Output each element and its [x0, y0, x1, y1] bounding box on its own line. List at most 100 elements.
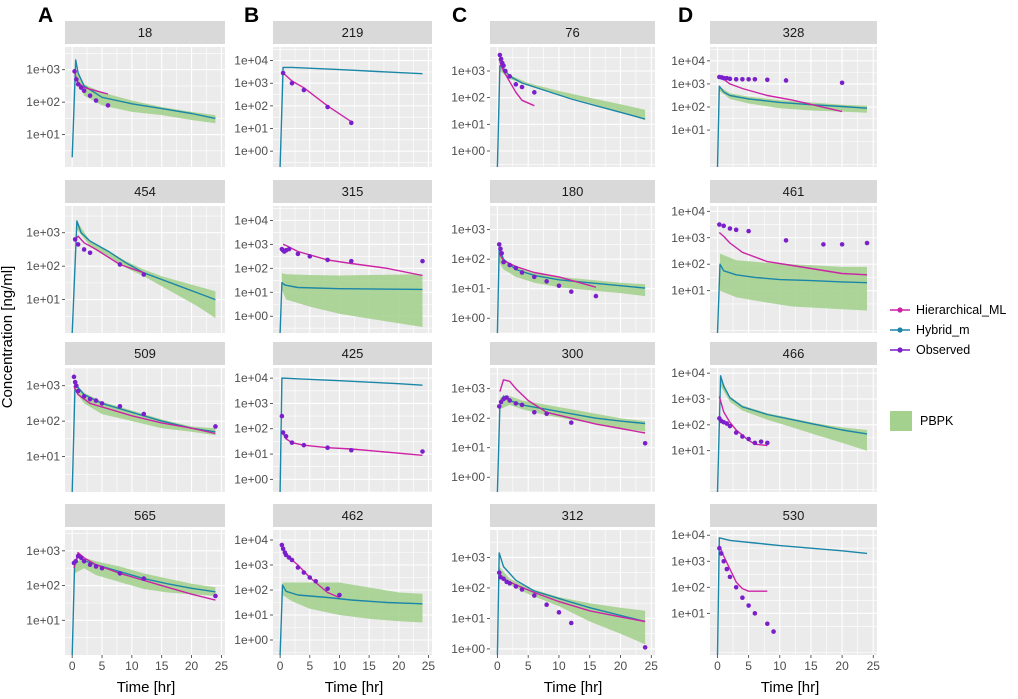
observed-point	[513, 401, 519, 406]
column-label-c: C	[452, 4, 467, 27]
panel-76: 76 1e+00 1e+01 1e+02 1e+03	[451, 21, 655, 167]
observed-point	[507, 398, 513, 403]
panel-strip	[710, 180, 877, 203]
observed-point	[758, 439, 764, 444]
observed-point	[295, 251, 301, 257]
y-tick-label: 1e+02	[26, 259, 60, 273]
observed-point	[783, 238, 789, 243]
observed-point	[74, 77, 79, 82]
panel-425: 425 1e+00 1e+01 1e+02 1e+03 1e+04	[234, 342, 432, 492]
legend-key-hierarchical-dot	[897, 307, 903, 313]
observed-point	[513, 584, 519, 589]
x-tick-label: 5	[306, 659, 313, 673]
observed-point	[721, 223, 727, 229]
x-tick-label: 15	[155, 659, 169, 673]
observed-point	[746, 436, 751, 442]
panel-plot-area	[279, 377, 425, 492]
legend-key-observed-dot	[897, 347, 903, 353]
pbpk-band	[720, 253, 867, 311]
observed-point	[513, 265, 519, 271]
observed-point	[519, 402, 525, 408]
panel-plot-area	[496, 52, 646, 167]
hybrid-line	[716, 85, 868, 167]
observed-point	[93, 398, 99, 403]
panel-strip	[710, 504, 877, 527]
y-tick-label: 1e+04	[671, 204, 705, 218]
legend-label-observed: Observed	[916, 343, 970, 357]
observed-point	[642, 645, 648, 650]
panel-plot-area	[279, 243, 425, 333]
legend-item-observed: Observed	[890, 343, 970, 357]
panel-strip	[65, 180, 225, 203]
pbpk-band	[282, 582, 423, 623]
x-tick-label: 0	[714, 659, 721, 673]
panel-plot-area	[716, 74, 868, 167]
panel-454: 454 1e+01 1e+02 1e+03	[26, 180, 225, 333]
observed-point	[420, 258, 425, 264]
legend-label-hybrid: Hybrid_m	[916, 323, 970, 337]
x-axis-title-c: Time [hr]	[544, 679, 603, 696]
observed-point	[289, 80, 295, 86]
observed-point	[724, 421, 730, 426]
y-tick-label: 1e+03	[451, 382, 485, 396]
panel-strip	[65, 504, 225, 527]
x-tick-label: 0	[277, 659, 284, 673]
legend-item-hybrid: Hybrid_m	[890, 323, 970, 337]
observed-point	[420, 449, 425, 454]
observed-point	[501, 63, 506, 68]
panel-strip	[273, 342, 432, 365]
panel-strip-label: 180	[562, 184, 584, 199]
panel-strip-label: 462	[342, 508, 364, 523]
observed-point	[283, 434, 289, 439]
observed-point	[519, 587, 525, 592]
observed-point	[771, 629, 776, 634]
y-tick-label: 1e+04	[234, 54, 268, 68]
y-tick-label: 1e+01	[671, 606, 705, 620]
panel-plot-area	[716, 222, 870, 333]
panel-180: 180 1e+00 1e+01 1e+02 1e+03	[451, 180, 655, 333]
panel-plot-area	[496, 379, 648, 492]
observed-point	[81, 247, 87, 252]
y-tick-label: 1e+01	[451, 117, 485, 131]
observed-point	[105, 103, 111, 108]
y-tick-label: 1e+03	[26, 63, 60, 77]
y-tick-label: 1e+01	[671, 123, 705, 137]
hierarchical-line	[498, 252, 597, 288]
x-axis-title-d: Time [hr]	[761, 679, 820, 696]
observed-point	[325, 257, 330, 263]
observed-point	[301, 87, 307, 93]
legend-label-pbpk: PBPK	[920, 414, 954, 428]
panel-plot-area	[71, 220, 216, 333]
panel-315: 315 1e+00 1e+01 1e+02 1e+03 1e+04	[234, 180, 432, 333]
x-tick-label: 5	[745, 659, 752, 673]
y-tick-label: 1e+03	[671, 231, 705, 245]
panel-grid	[65, 368, 225, 492]
observed-point	[498, 56, 504, 62]
observed-point	[301, 442, 307, 448]
panel-grid	[65, 206, 225, 333]
y-tick-label: 1e+02	[234, 99, 268, 113]
observed-point	[733, 227, 739, 233]
panel-strip	[710, 21, 877, 44]
y-tick-label: 1e+00	[234, 309, 268, 323]
observed-point	[325, 586, 330, 592]
pbpk-band	[499, 63, 646, 121]
observed-point	[839, 80, 845, 86]
observed-point	[74, 383, 79, 389]
hierarchical-line	[73, 235, 145, 274]
observed-point	[117, 403, 123, 409]
panel-strip-label: 466	[783, 346, 805, 361]
observed-point	[727, 574, 733, 580]
y-tick-label: 1e+03	[671, 554, 705, 568]
hierarchical-line	[499, 379, 646, 434]
observed-point	[93, 564, 99, 569]
x-tick-label: 20	[835, 659, 849, 673]
panel-plot-area	[71, 551, 218, 655]
hybrid-line	[279, 584, 423, 655]
x-tick-label: 10	[333, 659, 347, 673]
x-axis-title-a: Time [hr]	[117, 679, 176, 696]
hybrid-line	[716, 263, 868, 333]
observed-point	[839, 242, 845, 247]
column-label-a: A	[38, 4, 53, 27]
pbpk-band	[281, 273, 423, 327]
